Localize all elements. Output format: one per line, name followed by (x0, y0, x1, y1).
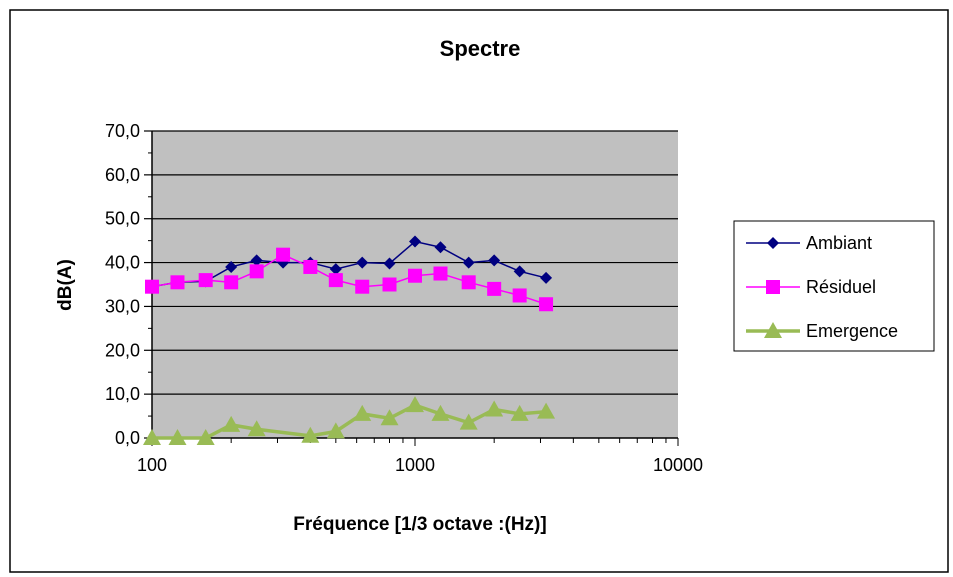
data-point-ambiant (409, 235, 421, 248)
y-tick-label: 60,0 (105, 165, 140, 185)
data-point-emergence (196, 429, 215, 445)
series-line-residuel (151, 253, 547, 305)
data-point-residuel (487, 281, 502, 296)
data-point-ambiant (225, 260, 238, 273)
data-point-emergence (510, 404, 529, 421)
data-point-residuel (249, 264, 264, 279)
data-point-residuel (328, 273, 343, 288)
chart-title: Spectre (440, 36, 521, 61)
x-tick-label: 10000 (653, 455, 703, 475)
x-tick-label: 1000 (395, 455, 435, 475)
series-layer (143, 235, 556, 445)
data-point-residuel (303, 259, 318, 274)
legend-item-emergence: Emergence (746, 321, 898, 341)
data-point-ambiant (250, 254, 263, 267)
y-tick-label: 50,0 (105, 209, 140, 229)
data-point-emergence (406, 396, 424, 413)
data-point-emergence (326, 422, 345, 439)
series-residuel (145, 247, 554, 312)
data-point-ambiant (434, 241, 447, 254)
data-point-ambiant (488, 254, 501, 267)
data-point-emergence (380, 409, 399, 426)
x-axis: 100 1000 10000 (137, 437, 703, 475)
legend-marker (764, 322, 782, 338)
data-point-residuel (433, 266, 448, 281)
data-point-emergence (537, 402, 556, 419)
plot-area (152, 131, 678, 438)
y-tick-label: 70,0 (105, 121, 140, 141)
data-point-emergence (485, 400, 504, 417)
series-emergence (143, 396, 556, 445)
data-point-residuel (408, 268, 422, 283)
data-point-ambiant (540, 271, 553, 284)
y-tick-label: 30,0 (105, 296, 140, 316)
data-point-emergence (222, 415, 241, 432)
data-point-ambiant (513, 265, 526, 278)
series-line-ambiant (151, 240, 547, 288)
data-point-emergence (143, 429, 161, 445)
data-point-residuel (382, 277, 397, 292)
data-point-ambiant (383, 257, 396, 270)
y-tick-label: 0,0 (115, 428, 140, 448)
x-tick-label: 100 (137, 455, 167, 475)
y-axis: 0,0 10,0 20,0 30,0 40,0 50,0 60,0 70,0 (105, 121, 153, 448)
legend-label: Résiduel (806, 277, 876, 297)
data-point-ambiant (329, 263, 342, 276)
data-point-ambiant (462, 256, 475, 269)
legend-label: Ambiant (806, 233, 872, 253)
y-tick-label: 10,0 (105, 384, 140, 404)
data-point-emergence (301, 426, 320, 443)
legend: Ambiant Résiduel Emergence (733, 220, 935, 352)
legend-label: Emergence (806, 321, 898, 341)
data-point-residuel (512, 288, 527, 303)
data-point-residuel (539, 297, 554, 312)
y-axis-title: dB(A) (55, 259, 76, 311)
data-point-residuel (170, 275, 185, 290)
data-point-residuel (461, 275, 476, 290)
y-tick-label: 40,0 (105, 253, 140, 273)
x-axis-title: Fréquence [1/3 octave :(Hz)] (293, 514, 546, 535)
legend-item-ambiant: Ambiant (746, 233, 872, 253)
data-point-emergence (168, 429, 187, 445)
data-point-residuel (355, 279, 370, 294)
data-point-ambiant (356, 256, 369, 269)
legend-marker (767, 237, 779, 249)
grid-lines (152, 130, 678, 395)
y-tick-label: 20,0 (105, 340, 140, 360)
legend-marker (766, 280, 780, 294)
data-point-residuel (198, 273, 213, 288)
data-point-emergence (459, 413, 478, 430)
data-point-residuel (276, 247, 291, 262)
data-point-residuel (145, 279, 159, 294)
data-point-emergence (431, 404, 450, 421)
data-point-residuel (224, 275, 239, 290)
data-point-emergence (247, 420, 266, 437)
legend-item-residuel: Résiduel (746, 277, 876, 297)
data-point-emergence (353, 404, 372, 421)
